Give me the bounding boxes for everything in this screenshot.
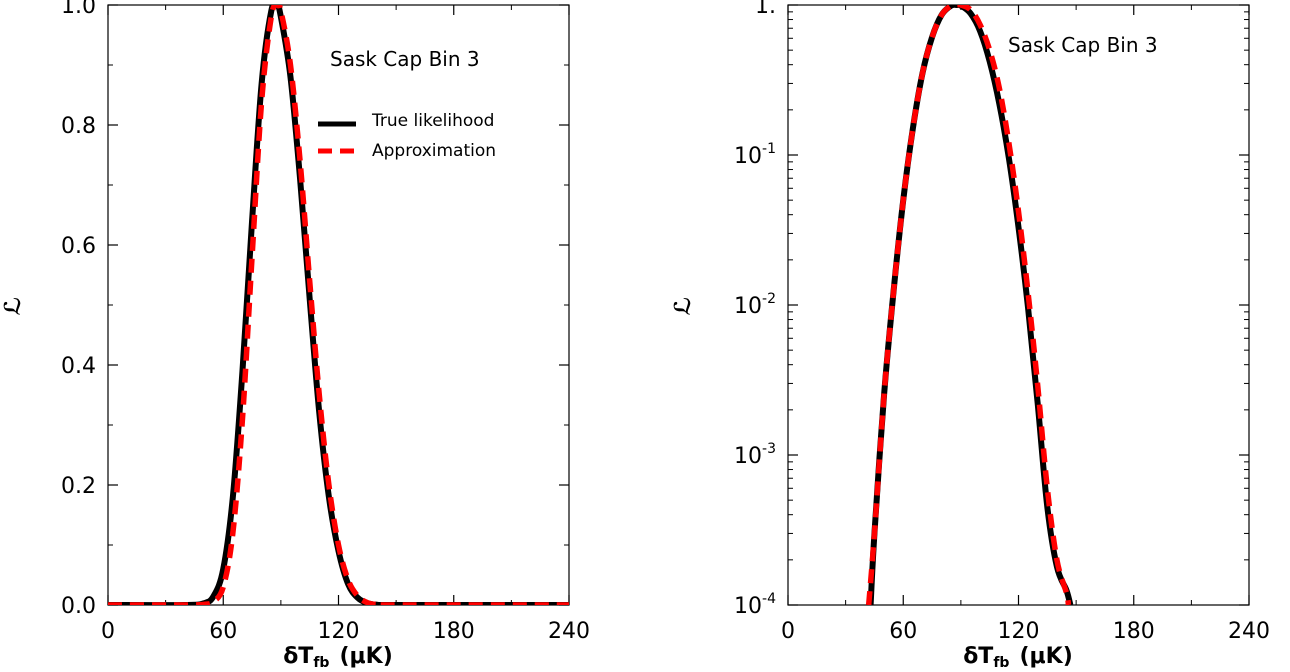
x-ticks: 0 60 120 180 240: [101, 5, 590, 644]
annotation-text: Sask Cap Bin 3: [330, 47, 480, 71]
plot-frame: [107, 4, 570, 606]
y-ticks: 0.0 0.2 0.4 0.6 0.8 1.0: [61, 0, 569, 619]
x-tick-label: 0: [781, 619, 795, 644]
x-axis-label: δTfb (μK): [283, 644, 393, 671]
x-axis-label: δTfb (μK): [963, 644, 1073, 671]
series-line-true-likelihood: [867, 5, 1074, 605]
x-tick-label: 180: [1113, 619, 1155, 644]
right-panel: 10-4 10-3 10-2 10-1 1. 0 60 120 180 240 Sask Cap…: [671, 0, 1270, 671]
y-tick-label: 0.0: [61, 594, 96, 619]
y-tick-label: 10-2: [734, 291, 776, 319]
y-tick-label: 10-4: [734, 591, 776, 619]
series-lines: [108, 5, 569, 605]
x-tick-label: 120: [318, 619, 360, 644]
legend-label-true-likelihood: True likelihood: [371, 111, 494, 131]
y-tick-label: 0.6: [61, 234, 96, 259]
legend-label-approximation: Approximation: [372, 141, 496, 161]
y-tick-label: 0.8: [61, 114, 96, 139]
x-tick-label: 0: [101, 619, 115, 644]
legend: True likelihood Approximation: [318, 111, 496, 161]
series-line-approximation: [108, 5, 569, 605]
x-tick-label: 240: [1228, 619, 1270, 644]
y-tick-label: 10-1: [734, 141, 776, 169]
y-tick-label: 1.: [755, 0, 776, 19]
annotation-text: Sask Cap Bin 3: [1008, 33, 1158, 57]
x-tick-label: 180: [433, 619, 475, 644]
y-axis-label: ℒ: [671, 297, 696, 316]
y-tick-label: 0.2: [61, 474, 96, 499]
x-tick-label: 60: [209, 619, 237, 644]
y-tick-label: 10-3: [734, 441, 776, 469]
x-tick-label: 240: [548, 619, 590, 644]
series-line-true-likelihood: [108, 5, 569, 605]
series-line-approximation: [865, 5, 1072, 605]
x-tick-label: 60: [889, 619, 917, 644]
x-tick-label: 120: [998, 619, 1040, 644]
left-panel: 0.0 0.2 0.4 0.6 0.8 1.0 0 60 120 180 240 Sask Cap…: [1, 0, 590, 671]
y-tick-label: 0.4: [61, 354, 96, 379]
x-ticks: 0 60 120 180 240: [781, 5, 1270, 644]
y-tick-label: 1.0: [61, 0, 96, 19]
y-axis-label: ℒ: [1, 297, 26, 316]
y-ticks: 10-4 10-3 10-2 10-1 1.: [734, 0, 1249, 619]
plot-frame: [787, 4, 1250, 606]
series-lines: [865, 5, 1074, 605]
